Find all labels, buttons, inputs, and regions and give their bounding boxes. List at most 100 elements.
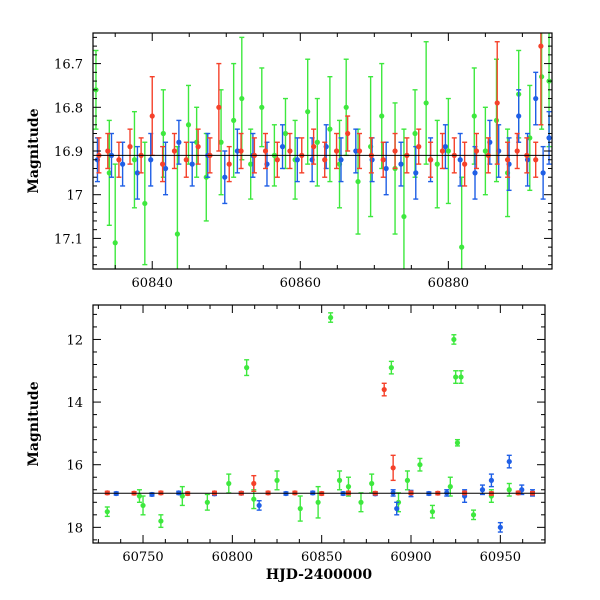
data-point-blue: [294, 157, 300, 163]
data-point-green: [239, 95, 245, 102]
y-tick-label: 17: [66, 189, 83, 204]
data-point-green: [328, 314, 334, 321]
y-tick-label: 16.7: [54, 58, 83, 73]
data-point-green: [412, 130, 418, 137]
data-point-blue: [189, 161, 195, 167]
data-point-blue: [479, 487, 486, 493]
data-point-green: [282, 130, 289, 137]
x-tick-label: 60950: [480, 550, 521, 565]
data-point-blue: [442, 144, 448, 150]
data-point-green: [358, 499, 364, 505]
data-point-red: [159, 161, 166, 167]
data-point-green: [314, 139, 320, 145]
data-point-blue: [234, 148, 240, 154]
data-point-green: [315, 499, 321, 505]
data-point-red: [149, 113, 155, 119]
data-point-red: [494, 100, 500, 106]
data-point-green: [274, 477, 280, 483]
data-point-blue: [546, 135, 552, 141]
data-point-blue: [488, 477, 495, 483]
data-point-red: [183, 157, 189, 163]
data-point-green: [158, 518, 164, 524]
data-point-green: [231, 117, 237, 124]
data-point-red: [322, 157, 328, 163]
y-tick-label: 17.1: [54, 232, 83, 247]
data-point-green: [297, 505, 303, 512]
data-point-red: [333, 148, 340, 154]
y-tick-label: 16.8: [54, 101, 83, 116]
data-point-green: [244, 365, 250, 371]
data-point-blue: [516, 113, 522, 119]
series-red: [104, 382, 536, 497]
data-point-blue: [134, 170, 141, 176]
data-point-green: [343, 104, 349, 110]
data-point-blue: [394, 505, 400, 512]
y-tick-label: 16.9: [54, 145, 83, 160]
data-point-green: [355, 178, 361, 185]
data-point-green: [388, 365, 394, 371]
data-point-red: [216, 104, 222, 110]
data-point-green: [527, 135, 533, 141]
data-point-red: [105, 148, 111, 154]
data-point-green: [369, 480, 375, 487]
y-tick-label: 18: [66, 521, 83, 536]
data-point-green: [259, 104, 265, 110]
data-point-green: [226, 480, 232, 487]
data-point-blue: [120, 161, 126, 167]
data-point-blue: [279, 144, 286, 150]
data-point-green: [417, 462, 423, 468]
x-axis-label: HJD-2400000: [266, 567, 373, 583]
data-point-blue: [472, 170, 478, 176]
x-tick-label: 60750: [122, 550, 163, 565]
data-point-blue: [149, 491, 155, 498]
data-point-red: [226, 161, 232, 167]
data-point-blue: [497, 524, 503, 530]
data-point-red: [427, 157, 434, 163]
data-point-blue: [353, 148, 359, 154]
data-point-blue: [413, 170, 419, 176]
y-tick-label: 12: [66, 333, 83, 348]
series-green: [104, 312, 512, 529]
data-point-green: [185, 122, 192, 128]
data-point-red: [473, 148, 480, 154]
data-point-green: [445, 148, 451, 154]
data-point-red: [381, 386, 387, 393]
data-point-green: [251, 496, 257, 502]
data-point-green: [140, 502, 146, 509]
data-point-green: [131, 157, 138, 163]
top-panel-zoomed-light-curve: 60840 60860 60880 16.7 16.8 16.9 17 17.1 Magnitu…: [26, 32, 553, 291]
data-point-red: [311, 144, 317, 150]
data-point-green: [379, 113, 385, 119]
data-point-green: [336, 477, 343, 483]
data-point-green: [459, 244, 465, 250]
data-point-green: [106, 170, 112, 176]
data-point-green: [493, 117, 500, 124]
y-axis-label: Magnitude: [26, 381, 42, 466]
series-blue: [94, 71, 552, 205]
data-point-red: [116, 157, 122, 163]
data-point-blue: [524, 157, 531, 163]
data-point-green: [174, 231, 180, 237]
x-tick-label: 60860: [280, 276, 321, 291]
data-point-red: [390, 465, 396, 471]
data-point-blue: [176, 139, 182, 145]
data-point-green: [454, 440, 461, 446]
data-point-green: [248, 161, 254, 167]
data-point-blue: [398, 161, 404, 167]
data-point-green: [482, 148, 488, 154]
data-point-blue: [383, 165, 389, 172]
x-tick-label: 60900: [390, 550, 431, 565]
x-tick-label: 60880: [428, 276, 469, 291]
data-point-blue: [533, 95, 539, 102]
data-point-green: [423, 100, 429, 106]
y-tick-label: 16: [66, 459, 83, 474]
data-point-red: [287, 148, 293, 154]
series-red: [96, 33, 544, 187]
data-point-blue: [256, 502, 262, 509]
data-point-red: [380, 157, 386, 163]
data-point-blue: [148, 157, 154, 163]
data-point-green: [453, 374, 459, 380]
data-point-blue: [222, 174, 228, 180]
data-point-red: [171, 148, 178, 154]
